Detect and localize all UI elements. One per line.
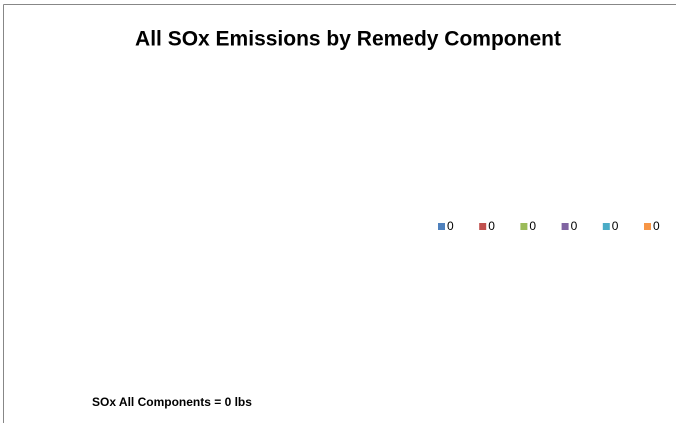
legend-label: 0: [447, 219, 454, 233]
legend-label: 0: [529, 219, 536, 233]
legend-swatch: [644, 223, 651, 230]
legend-label: 0: [612, 219, 619, 233]
legend-swatch: [520, 223, 528, 230]
annotation: SOx All Components = 0 lbs: [92, 395, 252, 409]
legend-label: 0: [488, 219, 495, 233]
legend-swatch: [561, 223, 569, 230]
chart-title: All SOx Emissions by Remedy Component: [135, 28, 561, 51]
legend-swatch: [438, 223, 445, 230]
legend-swatch: [602, 223, 610, 230]
legend-swatch: [479, 223, 487, 230]
legend-label: 0: [653, 219, 660, 233]
legend-label: 0: [571, 219, 578, 233]
